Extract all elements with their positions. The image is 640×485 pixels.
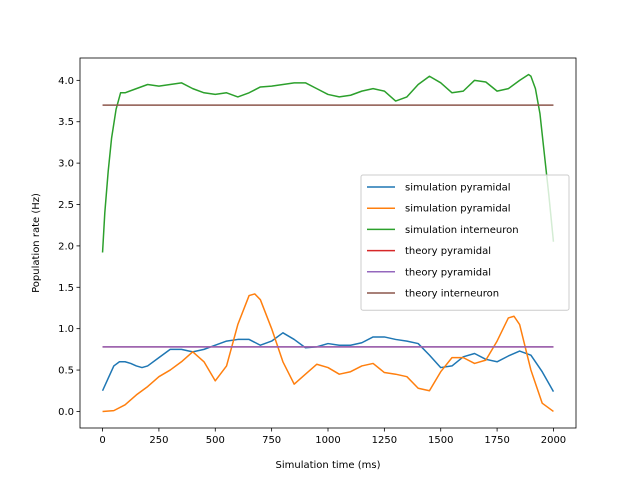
x-tick-label: 2000 — [541, 435, 566, 446]
x-tick-label: 750 — [262, 435, 281, 446]
series-line-1 — [102, 293, 554, 413]
x-tick-label: 0 — [99, 435, 105, 446]
x-axis-ticks: 0 250 500 750 1000 1250 1500 1750 2000 — [99, 428, 566, 446]
y-tick-label: 2.5 — [58, 200, 74, 211]
y-tick-label: 1.5 — [58, 283, 74, 294]
y-tick-label: 1.0 — [58, 324, 74, 335]
x-tick-label: 1000 — [315, 435, 340, 446]
x-axis-label: Simulation time (ms) — [276, 460, 381, 471]
x-tick-label: 1750 — [484, 435, 509, 446]
y-tick-label: 3.0 — [58, 159, 74, 170]
y-tick-label: 2.0 — [58, 241, 74, 252]
legend: simulation pyramidal simulation pyramidal… — [360, 174, 570, 311]
x-tick-label: 250 — [149, 435, 168, 446]
x-tick-label: 1250 — [372, 435, 397, 446]
y-axis-label: Population rate (Hz) — [31, 193, 42, 293]
y-axis-ticks: 0.0 0.5 1.0 1.5 2.0 2.5 3.0 3.5 4.0 — [58, 76, 80, 418]
legend-label-0: simulation pyramidal — [405, 183, 511, 194]
y-tick-label: 3.5 — [58, 117, 74, 128]
legend-label-3: theory pyramidal — [405, 246, 491, 257]
legend-label-5: theory interneuron — [405, 289, 499, 300]
series-layer — [101, 73, 555, 413]
y-tick-label: 0.5 — [58, 366, 74, 377]
y-tick-label: 0.0 — [58, 407, 74, 418]
legend-label-1: simulation pyramidal — [405, 204, 511, 215]
legend-label-2: simulation interneuron — [405, 225, 519, 236]
legend-box — [360, 174, 570, 311]
x-tick-label: 500 — [206, 435, 225, 446]
series-line-2 — [101, 73, 555, 253]
legend-label-4: theory pyramidal — [405, 267, 491, 278]
y-tick-label: 4.0 — [58, 76, 74, 87]
series-line-0 — [101, 332, 555, 392]
x-tick-label: 1500 — [428, 435, 453, 446]
